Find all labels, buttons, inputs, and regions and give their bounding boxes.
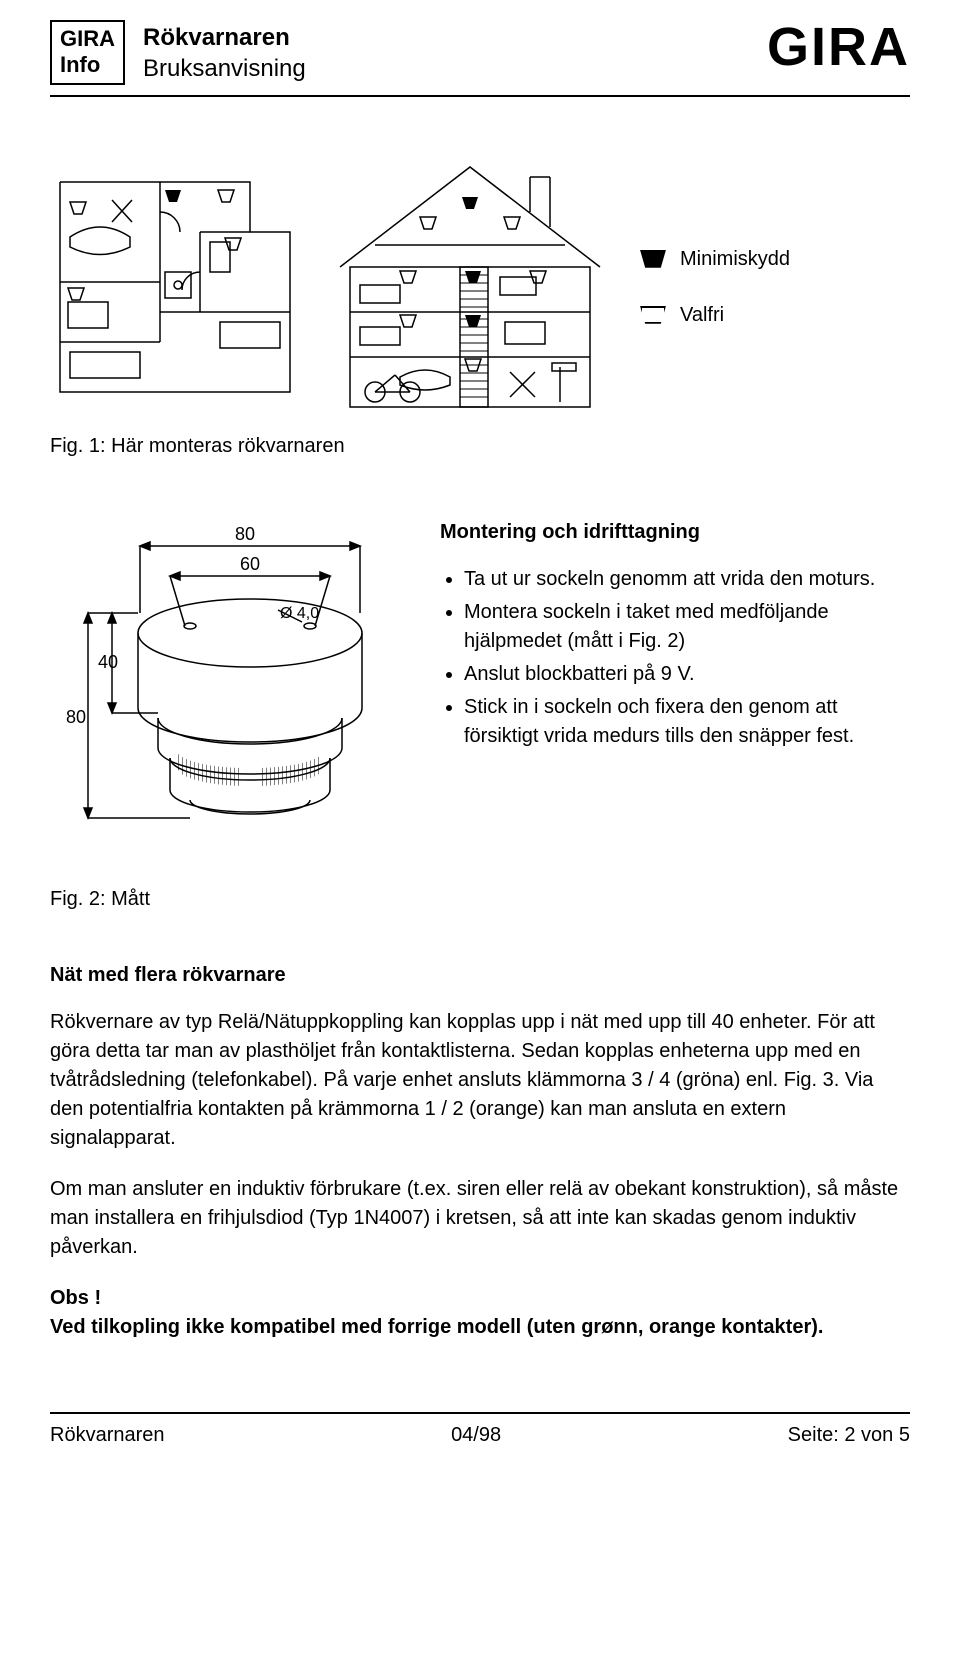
mounting-row: 80 60 Ø 4,0: [50, 518, 910, 848]
mounting-list: Ta ut ur sockeln genomm att vrida den mo…: [440, 565, 910, 751]
fig1-caption: Fig. 1: Här monteras rökvarnaren: [50, 435, 910, 458]
mounting-heading: Montering och idrifttagning: [440, 518, 910, 547]
obs-block: Obs ! Ved tilkopling ikke kompatibel med…: [50, 1284, 910, 1342]
doc-subtitle: Bruksanvisning: [143, 53, 306, 84]
obs-body: Ved tilkopling ikke kompatibel med forri…: [50, 1316, 823, 1338]
info-line1: GIRA: [60, 26, 115, 52]
footer-right: Seite: 2 von 5: [788, 1424, 910, 1447]
house-section-diagram: [330, 157, 610, 417]
floorplan-diagram: [50, 172, 300, 402]
network-heading: Nät med flera rökvarnare: [50, 961, 910, 990]
mounting-item: Anslut blockbatteri på 9 V.: [464, 660, 910, 689]
header: GIRA Info Rökvarnaren Bruksanvisning GIR…: [50, 20, 910, 85]
title-block: Rökvarnaren Bruksanvisning: [143, 20, 306, 85]
info-box: GIRA Info: [50, 20, 125, 85]
legend-min: Minimiskydd: [640, 231, 790, 287]
dim-left-height: 80: [66, 707, 86, 727]
legend-opt: Valfri: [640, 287, 790, 343]
legend-opt-label: Valfri: [680, 287, 724, 343]
network-p1: Rökvernare av typ Relä/Nätuppkoppling ka…: [50, 1008, 910, 1153]
placement-row: Minimiskydd Valfri: [50, 157, 910, 417]
detector-outline-icon: [640, 306, 666, 324]
network-section: Nät med flera rökvarnare Rökvernare av t…: [50, 961, 910, 1342]
dimensions-diagram: 80 60 Ø 4,0: [50, 518, 410, 848]
header-left: GIRA Info Rökvarnaren Bruksanvisning: [50, 20, 306, 85]
mounting-item: Stick in i sockeln och fixera den genom …: [464, 693, 910, 751]
footer-center: 04/98: [451, 1424, 501, 1447]
footer: Rökvarnaren 04/98 Seite: 2 von 5: [50, 1424, 910, 1447]
doc-title: Rökvarnaren: [143, 22, 306, 53]
mounting-text: Montering och idrifttagning Ta ut ur soc…: [440, 518, 910, 848]
mounting-item: Montera sockeln i taket med medföljande …: [464, 598, 910, 656]
mounting-item: Ta ut ur sockeln genomm att vrida den mo…: [464, 565, 910, 594]
fig2-caption: Fig. 2: Mått: [50, 888, 910, 911]
network-p2: Om man ansluter en induktiv förbrukare (…: [50, 1175, 910, 1262]
detector-filled-icon: [640, 250, 666, 268]
legend-min-label: Minimiskydd: [680, 231, 790, 287]
page-root: GIRA Info Rökvarnaren Bruksanvisning GIR…: [0, 0, 960, 1487]
obs-head: Obs !: [50, 1287, 101, 1309]
brand-logo: GIRA: [767, 20, 910, 74]
footer-left: Rökvarnaren: [50, 1424, 165, 1447]
dim-top-outer: 80: [235, 524, 255, 544]
dim-top-inner: 60: [240, 554, 260, 574]
info-line2: Info: [60, 52, 115, 78]
legend: Minimiskydd Valfri: [640, 231, 790, 343]
dim-left-upper: 40: [98, 652, 118, 672]
footer-rule: [50, 1412, 910, 1414]
